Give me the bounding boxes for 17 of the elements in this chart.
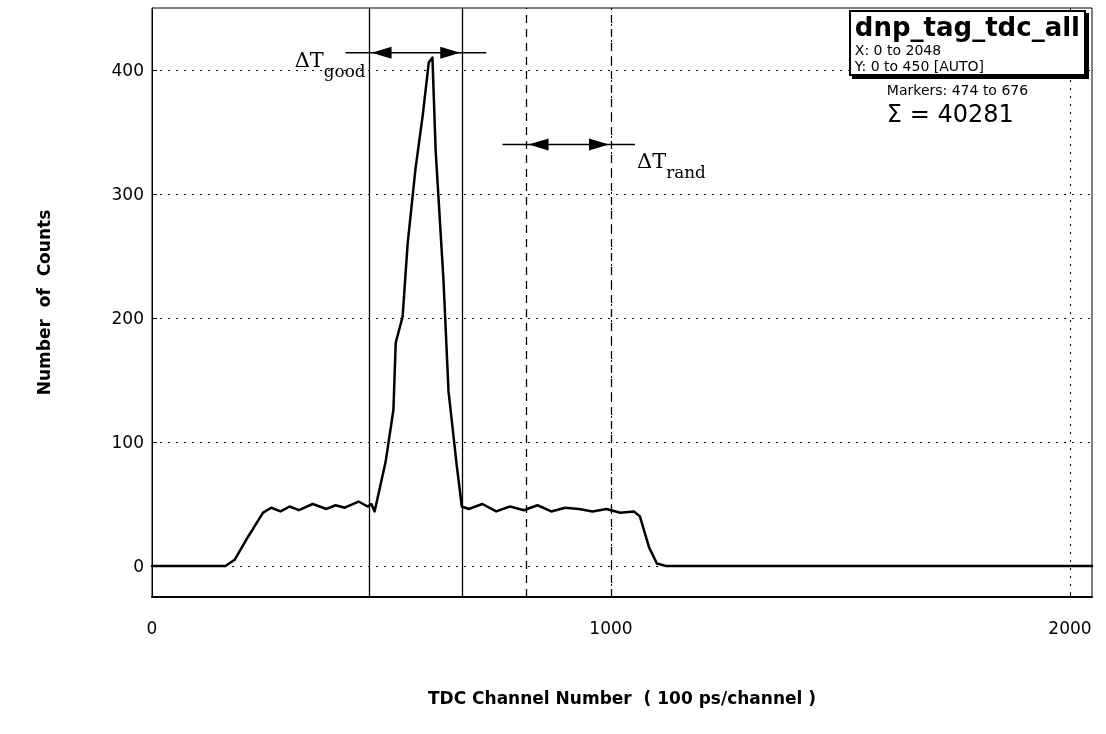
x-tick-label: 2000 — [1048, 617, 1092, 638]
y-tick-label: 100 — [111, 432, 144, 452]
y-tick-label: 300 — [111, 184, 144, 204]
y-tick-label: 200 — [111, 308, 144, 328]
annotation: dnp_tag_tdc_all — [854, 12, 1080, 42]
x-tick-label: 1000 — [589, 617, 633, 638]
annotation: Y: 0 to 450 [AUTO] — [854, 58, 986, 74]
annotation: X: 0 to 2048 — [854, 42, 943, 58]
annotation: ΔT$_{rand}$ — [636, 149, 707, 183]
annotation: ΔT$_{good}$ — [294, 47, 366, 81]
annotation: Markers: 474 to 676 — [886, 82, 1030, 98]
x-axis-title: TDC Channel Number ( 100 ps/channel ) — [427, 687, 817, 708]
y-tick-label: 0 — [133, 556, 144, 576]
x-tick-label: 0 — [146, 617, 158, 638]
y-axis-title: Number of Counts — [33, 209, 54, 396]
annotation: Σ = 40281 — [886, 100, 1015, 128]
y-tick-label: 400 — [111, 60, 144, 80]
